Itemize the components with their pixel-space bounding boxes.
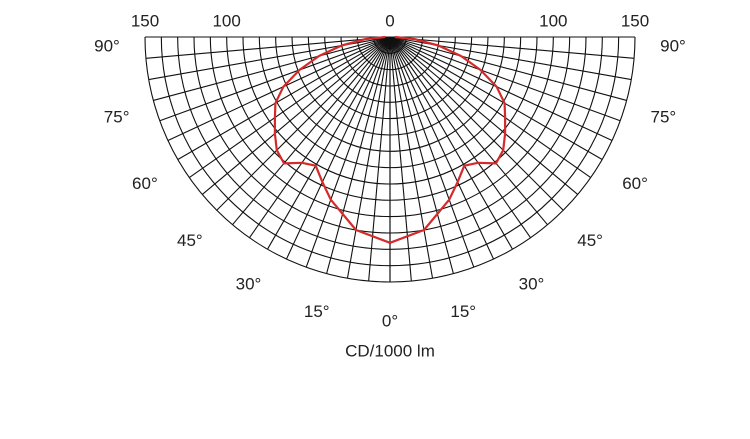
grid-spoke [249, 36, 391, 239]
grid-spoke [389, 36, 548, 226]
angle-tick-label: 75° [104, 108, 130, 127]
r-tick-label: 100 [212, 11, 240, 30]
angle-tick-label: 45° [177, 231, 203, 250]
grid-spoke [389, 36, 627, 101]
axis-label: CD/1000 lm [345, 341, 435, 360]
grid-spoke [389, 36, 531, 239]
grid-spoke [216, 36, 391, 211]
grid-spoke [232, 36, 391, 226]
grid-spoke [389, 36, 613, 142]
grid-spoke [145, 36, 391, 59]
grid-spoke [389, 36, 603, 160]
angle-tick-label: 15° [450, 302, 476, 321]
grid-spoke [368, 36, 391, 282]
angle-tick-label: 90° [94, 36, 120, 55]
angle-tick-label: 45° [577, 231, 603, 250]
grid-spoke [389, 36, 454, 274]
grid-spoke [285, 36, 391, 260]
angle-tick-label: 30° [519, 275, 545, 294]
grid-spoke [389, 36, 579, 195]
r-tick-label: 100 [539, 11, 567, 30]
r-tick-label: 150 [131, 11, 159, 30]
grid-spoke [177, 36, 391, 160]
intensity-curve [273, 35, 391, 244]
grid-spoke [389, 36, 495, 260]
angle-tick-label: 15° [304, 302, 330, 321]
grid-spoke [305, 36, 391, 268]
grid-spoke [188, 36, 391, 178]
grid-spoke [153, 36, 391, 101]
grid-spoke [389, 36, 412, 282]
angle-tick-label: 60° [132, 174, 158, 193]
intensity-curve [389, 35, 507, 244]
angle-tick-label: 90° [660, 36, 686, 55]
grid-spoke [346, 36, 391, 279]
grid-spoke [389, 36, 635, 59]
grid-spoke [167, 36, 391, 142]
angle-tick-label: 75° [650, 108, 676, 127]
grid-spoke [389, 36, 513, 250]
grid-spoke [389, 36, 621, 122]
angle-tick-label: 60° [622, 174, 648, 193]
angle-tick-label: 0° [382, 311, 398, 330]
grid-spoke [389, 36, 592, 178]
grid-spoke [389, 36, 475, 268]
grid-spoke [389, 36, 564, 211]
grid-spoke [201, 36, 391, 195]
r-tick-label: 0 [385, 11, 394, 30]
r-tick-label: 150 [621, 11, 649, 30]
grid-spoke [326, 36, 391, 274]
grid-spoke [267, 36, 391, 250]
angle-tick-label: 30° [236, 275, 262, 294]
grid-spoke [389, 36, 434, 279]
grid-spoke [159, 36, 391, 122]
